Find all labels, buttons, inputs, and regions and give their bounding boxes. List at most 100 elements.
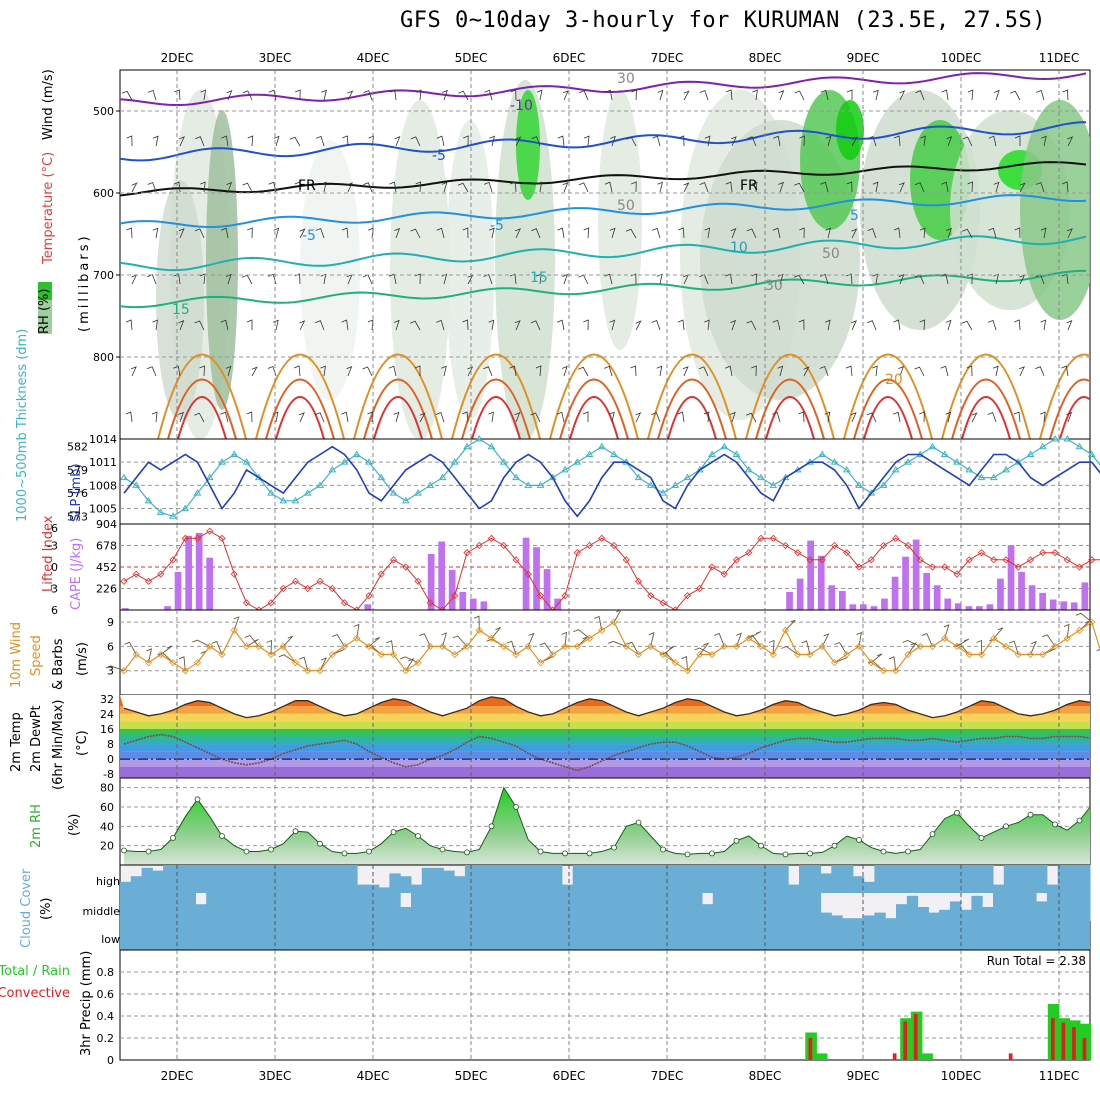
wind-barb bbox=[1061, 365, 1069, 377]
wind10-speed-point bbox=[953, 642, 961, 650]
lifted-index-point bbox=[916, 556, 924, 564]
wind10-barb bbox=[157, 652, 174, 663]
wind10-speed-point bbox=[990, 634, 998, 642]
lifted-index-point bbox=[708, 563, 716, 571]
lifted-index-point bbox=[732, 556, 741, 564]
wind10-frame bbox=[119, 609, 1091, 696]
wind10-speed-point bbox=[169, 659, 177, 667]
wind-barb bbox=[657, 181, 663, 193]
cloud-high-cell bbox=[551, 865, 563, 893]
wind-barb bbox=[941, 181, 949, 193]
wind10-tick: 6 bbox=[107, 640, 114, 653]
lifted-index-point bbox=[218, 534, 226, 542]
li-panel: -6 -3 0 3 6 904 678 452 226 Lifted Index CAPE (J… bbox=[41, 515, 1100, 617]
wind10-barb bbox=[943, 624, 950, 639]
rh2m-point bbox=[635, 819, 642, 826]
temp2m-tick: 16 bbox=[100, 723, 114, 736]
wind-barb bbox=[226, 181, 233, 193]
thickness-point bbox=[634, 473, 643, 481]
cloud-low-layer bbox=[120, 921, 1090, 950]
wind-barb bbox=[867, 135, 877, 147]
surface-temperature-contour bbox=[177, 396, 227, 439]
cape-bar bbox=[1049, 599, 1057, 610]
cloud-high-cell bbox=[1046, 884, 1059, 893]
cloud-high-cell bbox=[993, 884, 1005, 893]
rh2m-point bbox=[709, 850, 715, 857]
lifted-index-point bbox=[414, 577, 422, 585]
wind-barb bbox=[489, 135, 495, 147]
cloud-middle-cell bbox=[561, 893, 574, 921]
wind-barb bbox=[778, 89, 785, 101]
cape-bar bbox=[923, 572, 930, 610]
wind-barb bbox=[199, 273, 206, 285]
cloud-middle-cell bbox=[734, 893, 746, 921]
wind-barb bbox=[873, 89, 879, 101]
wind-barb bbox=[363, 182, 373, 193]
wind-barb bbox=[294, 181, 301, 193]
cloud-levels: high middle low bbox=[82, 875, 120, 946]
wind10-barb bbox=[747, 634, 762, 647]
wind10-speed-point bbox=[475, 626, 483, 634]
cape-bar bbox=[164, 606, 171, 610]
wind-barb bbox=[988, 227, 997, 239]
cloud-high-cell bbox=[842, 865, 854, 893]
wind-barb bbox=[341, 411, 349, 423]
thickness-point bbox=[193, 489, 202, 496]
wind10-speed-point bbox=[255, 642, 263, 650]
wind-barb bbox=[367, 319, 374, 331]
cloud-middle-cell bbox=[152, 893, 164, 921]
slp-series bbox=[120, 435, 1100, 519]
precip-panel: 0.8 0.6 0.4 0.2 0 Run Total = 2.38 Total / R… bbox=[0, 949, 1092, 1067]
wind-barb bbox=[820, 89, 829, 101]
thickness-point bbox=[291, 496, 300, 504]
wind-barb bbox=[488, 227, 495, 239]
thickness-point bbox=[548, 473, 557, 481]
wind-barb bbox=[199, 365, 205, 377]
wind-barb bbox=[194, 228, 205, 239]
cloud-middle-cell bbox=[227, 893, 240, 921]
wind10-barb bbox=[954, 643, 970, 655]
wind-barb bbox=[583, 319, 589, 331]
cloud-middle-cell bbox=[270, 893, 283, 921]
wind10-label-a: 10m Wind bbox=[9, 622, 24, 688]
slp-line bbox=[123, 445, 1100, 518]
wind-barb bbox=[988, 135, 997, 147]
wind-barb bbox=[778, 181, 784, 193]
surface-temperature-contour bbox=[275, 396, 325, 439]
surface-temperature-contour bbox=[167, 378, 237, 439]
rh2m-point bbox=[1076, 817, 1083, 824]
wind-barb bbox=[152, 319, 158, 331]
wind10-speed-point bbox=[561, 642, 569, 650]
upper-air-yticks: 500 600 700 800 bbox=[93, 105, 120, 364]
temp2m-label-c: (6hr Min/Max) bbox=[51, 700, 66, 790]
lifted-index-point bbox=[500, 541, 508, 550]
wind-barb bbox=[320, 365, 326, 377]
wind-barb bbox=[945, 411, 952, 423]
date-label-top: 11DEC bbox=[1039, 51, 1079, 65]
precip-tick: 0.8 bbox=[97, 966, 115, 979]
wind-barb bbox=[967, 181, 973, 193]
cloud-middle-cell bbox=[421, 893, 434, 921]
dewpoint-line bbox=[123, 733, 1090, 772]
wind-barb bbox=[194, 320, 205, 331]
wind-barb bbox=[268, 89, 277, 101]
cape-bar bbox=[174, 571, 182, 610]
wind10-barb bbox=[768, 639, 775, 655]
cape-bar bbox=[954, 603, 962, 610]
wind-barb bbox=[509, 365, 517, 377]
wind10-speed-point bbox=[1051, 642, 1059, 650]
cloud-high-cell bbox=[680, 865, 692, 893]
wind-barb bbox=[919, 227, 926, 239]
cloud-high-cell bbox=[335, 865, 347, 893]
wind-barb bbox=[530, 412, 541, 423]
cloud-middle-cell bbox=[281, 893, 293, 921]
rh2m-tick: 40 bbox=[100, 820, 114, 833]
wind-barb bbox=[604, 365, 613, 377]
wind-barb bbox=[509, 273, 517, 285]
cloud-high-cell bbox=[270, 865, 283, 893]
thickness-point bbox=[585, 450, 594, 457]
wind-barb bbox=[798, 411, 805, 423]
precip-convective-bar bbox=[1008, 1053, 1013, 1060]
lifted-index-point bbox=[1039, 549, 1047, 557]
wind10-speed-point bbox=[451, 650, 459, 659]
